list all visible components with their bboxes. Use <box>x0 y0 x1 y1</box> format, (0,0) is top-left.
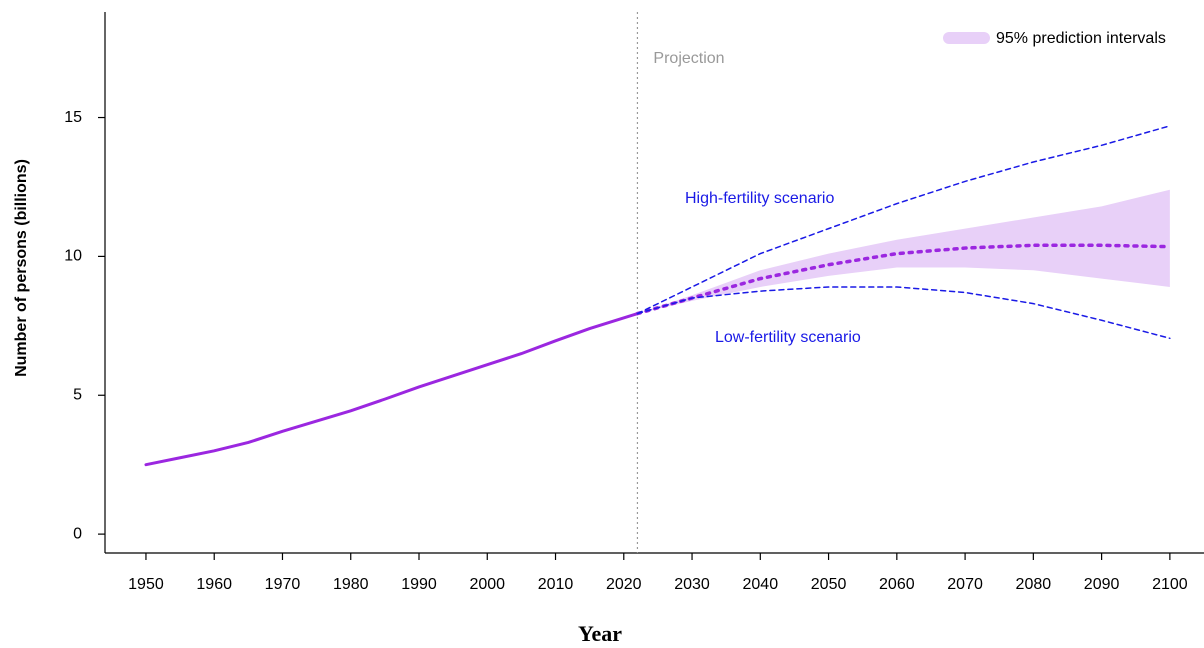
x-tick-label: 2020 <box>606 576 642 593</box>
y-tick-label: 15 <box>64 109 82 126</box>
series-line <box>635 243 1172 316</box>
y-axis-label: Number of persons (billions) <box>13 159 30 377</box>
series-line <box>144 312 639 467</box>
series-line <box>636 125 1171 315</box>
x-tick-label: 1970 <box>265 576 301 593</box>
legend-swatch <box>943 32 990 44</box>
series-line <box>636 286 1171 340</box>
x-tick-label: 2100 <box>1152 576 1188 593</box>
x-tick-label: 2080 <box>1016 576 1052 593</box>
y-tick-label: 5 <box>73 386 82 403</box>
y-tick-label: 0 <box>73 525 82 542</box>
x-tick-label: 1980 <box>333 576 369 593</box>
x-tick-label: 2060 <box>879 576 915 593</box>
x-tick-label: 2010 <box>538 576 574 593</box>
x-tick-label: 2070 <box>947 576 983 593</box>
x-tick-label: 2050 <box>811 576 847 593</box>
projection-label: Projection <box>653 50 724 67</box>
x-tick-label: 2040 <box>743 576 779 593</box>
x-tick-label: 2090 <box>1084 576 1120 593</box>
x-axis-label: Year <box>578 621 622 646</box>
x-tick-label: 1960 <box>196 576 232 593</box>
legend-label: 95% prediction intervals <box>996 30 1166 47</box>
x-tick-label: 2030 <box>674 576 710 593</box>
series-label: High-fertility scenario <box>685 190 834 207</box>
x-tick-label: 2000 <box>469 576 505 593</box>
x-tick-label: 1990 <box>401 576 437 593</box>
y-tick-label: 10 <box>64 248 82 265</box>
series-label: Low-fertility scenario <box>715 329 861 346</box>
x-tick-label: 1950 <box>128 576 164 593</box>
